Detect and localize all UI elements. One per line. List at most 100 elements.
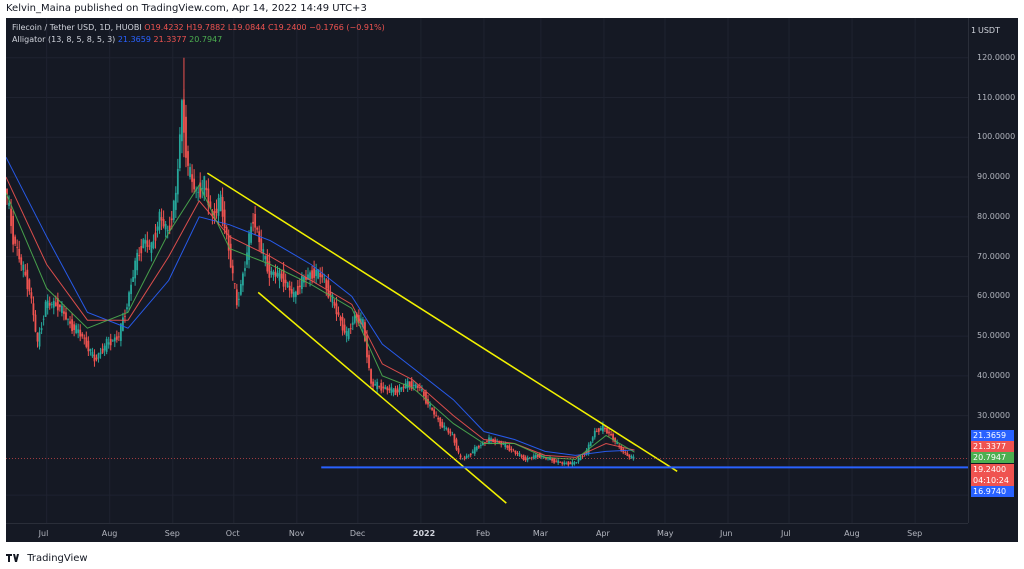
candle-up — [461, 458, 464, 460]
candle-up — [392, 389, 395, 393]
candle-up — [421, 389, 423, 391]
candle-up — [630, 456, 633, 458]
candle-down — [101, 348, 104, 353]
candle-down — [191, 174, 193, 182]
candle-up — [563, 462, 566, 465]
tradingview-brand[interactable]: TradingView — [6, 553, 88, 564]
candle-down — [408, 381, 411, 387]
candle-down — [311, 270, 313, 279]
candle-down — [620, 445, 623, 451]
candle-down — [63, 311, 65, 314]
candle-down — [187, 151, 189, 166]
candle-down — [207, 188, 210, 206]
candle-down — [221, 196, 224, 217]
candle-up — [130, 284, 132, 295]
candle-down — [193, 178, 196, 190]
candle-down — [319, 272, 322, 277]
candle-up — [181, 100, 183, 142]
candle-up — [142, 239, 145, 248]
candle-down — [581, 456, 584, 457]
price-tick-label: 100.0000 — [977, 132, 1016, 142]
candle-down — [233, 283, 236, 285]
candle-down — [433, 409, 436, 415]
plot-area[interactable]: Filecoin / Tether USD, 1D, HUOBI O19.423… — [6, 18, 968, 523]
candle-up — [557, 460, 560, 463]
candle-up — [119, 323, 122, 341]
candle-up — [42, 318, 45, 320]
candle-down — [606, 427, 608, 434]
candle-down — [20, 257, 23, 265]
time-tick-label: Dec — [349, 529, 366, 538]
candle-up — [150, 242, 153, 253]
price-tick-label: 30.0000 — [977, 410, 1011, 420]
price-chart-svg[interactable] — [6, 18, 968, 523]
candle-up — [384, 387, 387, 390]
candle-down — [325, 279, 328, 289]
candle-up — [591, 437, 594, 441]
candle-down — [215, 208, 218, 213]
candle-down — [469, 453, 472, 456]
candle-up — [479, 445, 482, 446]
candle-up — [573, 462, 576, 465]
candle-down — [372, 381, 374, 387]
candle-down — [162, 219, 165, 227]
candle-up — [518, 453, 521, 457]
price-tag: 04:10:24 — [971, 475, 1014, 486]
candle-up — [579, 456, 582, 461]
candle-up — [158, 211, 161, 230]
time-tick-label: Sep — [907, 529, 923, 538]
candle-down — [343, 324, 346, 333]
price-tag: 21.3659 — [971, 430, 1014, 441]
candle-down — [561, 462, 564, 464]
candle-down — [10, 208, 12, 226]
legend-low: L19.0844 — [227, 23, 266, 32]
candle-down — [516, 452, 519, 455]
candle-up — [374, 384, 377, 386]
time-axis[interactable]: Jul Aug Sep Oct Nov Dec 2022 Feb Mar Apr May Jun Jul… — [6, 523, 968, 543]
candle-up — [50, 304, 53, 305]
candle-up — [174, 192, 177, 210]
candle-up — [40, 328, 43, 331]
candle-up — [103, 345, 106, 351]
candle-up — [278, 270, 281, 281]
candle-up — [156, 226, 159, 231]
candle-down — [140, 246, 143, 254]
price-tag: 19.2400 — [971, 464, 1014, 475]
candle-up — [276, 273, 279, 277]
candle-up — [67, 318, 69, 320]
candle-down — [364, 322, 366, 342]
candle-down — [256, 227, 259, 230]
currency-label[interactable]: 1 USDT — [971, 26, 1000, 35]
candle-up — [107, 342, 110, 345]
price-tag: 21.3377 — [971, 441, 1014, 452]
candle-up — [504, 443, 507, 448]
candle-down — [512, 450, 515, 452]
candle-up — [77, 329, 80, 333]
legend-indicator[interactable]: Alligator (13, 8, 5, 8, 5, 3) — [12, 35, 116, 44]
candle-up — [632, 456, 635, 460]
candle-down — [260, 238, 263, 251]
candle-up — [473, 447, 476, 454]
publish-header: Kelvin_Maina published on TradingView.co… — [0, 0, 1024, 17]
chart-container[interactable]: Filecoin / Tether USD, 1D, HUOBI O19.423… — [6, 18, 1018, 542]
legend-open: O19.4232 — [144, 23, 184, 32]
candle-down — [394, 387, 397, 395]
lower-trendline — [257, 291, 507, 504]
candle-down — [290, 289, 293, 294]
candle-up — [571, 461, 574, 465]
candle-down — [73, 324, 76, 331]
candle-up — [113, 337, 116, 342]
candle-down — [65, 312, 67, 320]
candle-down — [341, 316, 344, 331]
candle-down — [296, 286, 299, 295]
candle-down — [337, 312, 340, 316]
legend-lips-value: 20.7947 — [189, 35, 223, 44]
candle-down — [522, 454, 525, 460]
candle-up — [429, 404, 431, 407]
candle-down — [284, 279, 287, 284]
candle-up — [593, 430, 596, 438]
candle-down — [124, 315, 126, 317]
candle-down — [28, 279, 31, 292]
price-tick-label: 60.0000 — [977, 291, 1011, 301]
candle-up — [172, 200, 175, 220]
